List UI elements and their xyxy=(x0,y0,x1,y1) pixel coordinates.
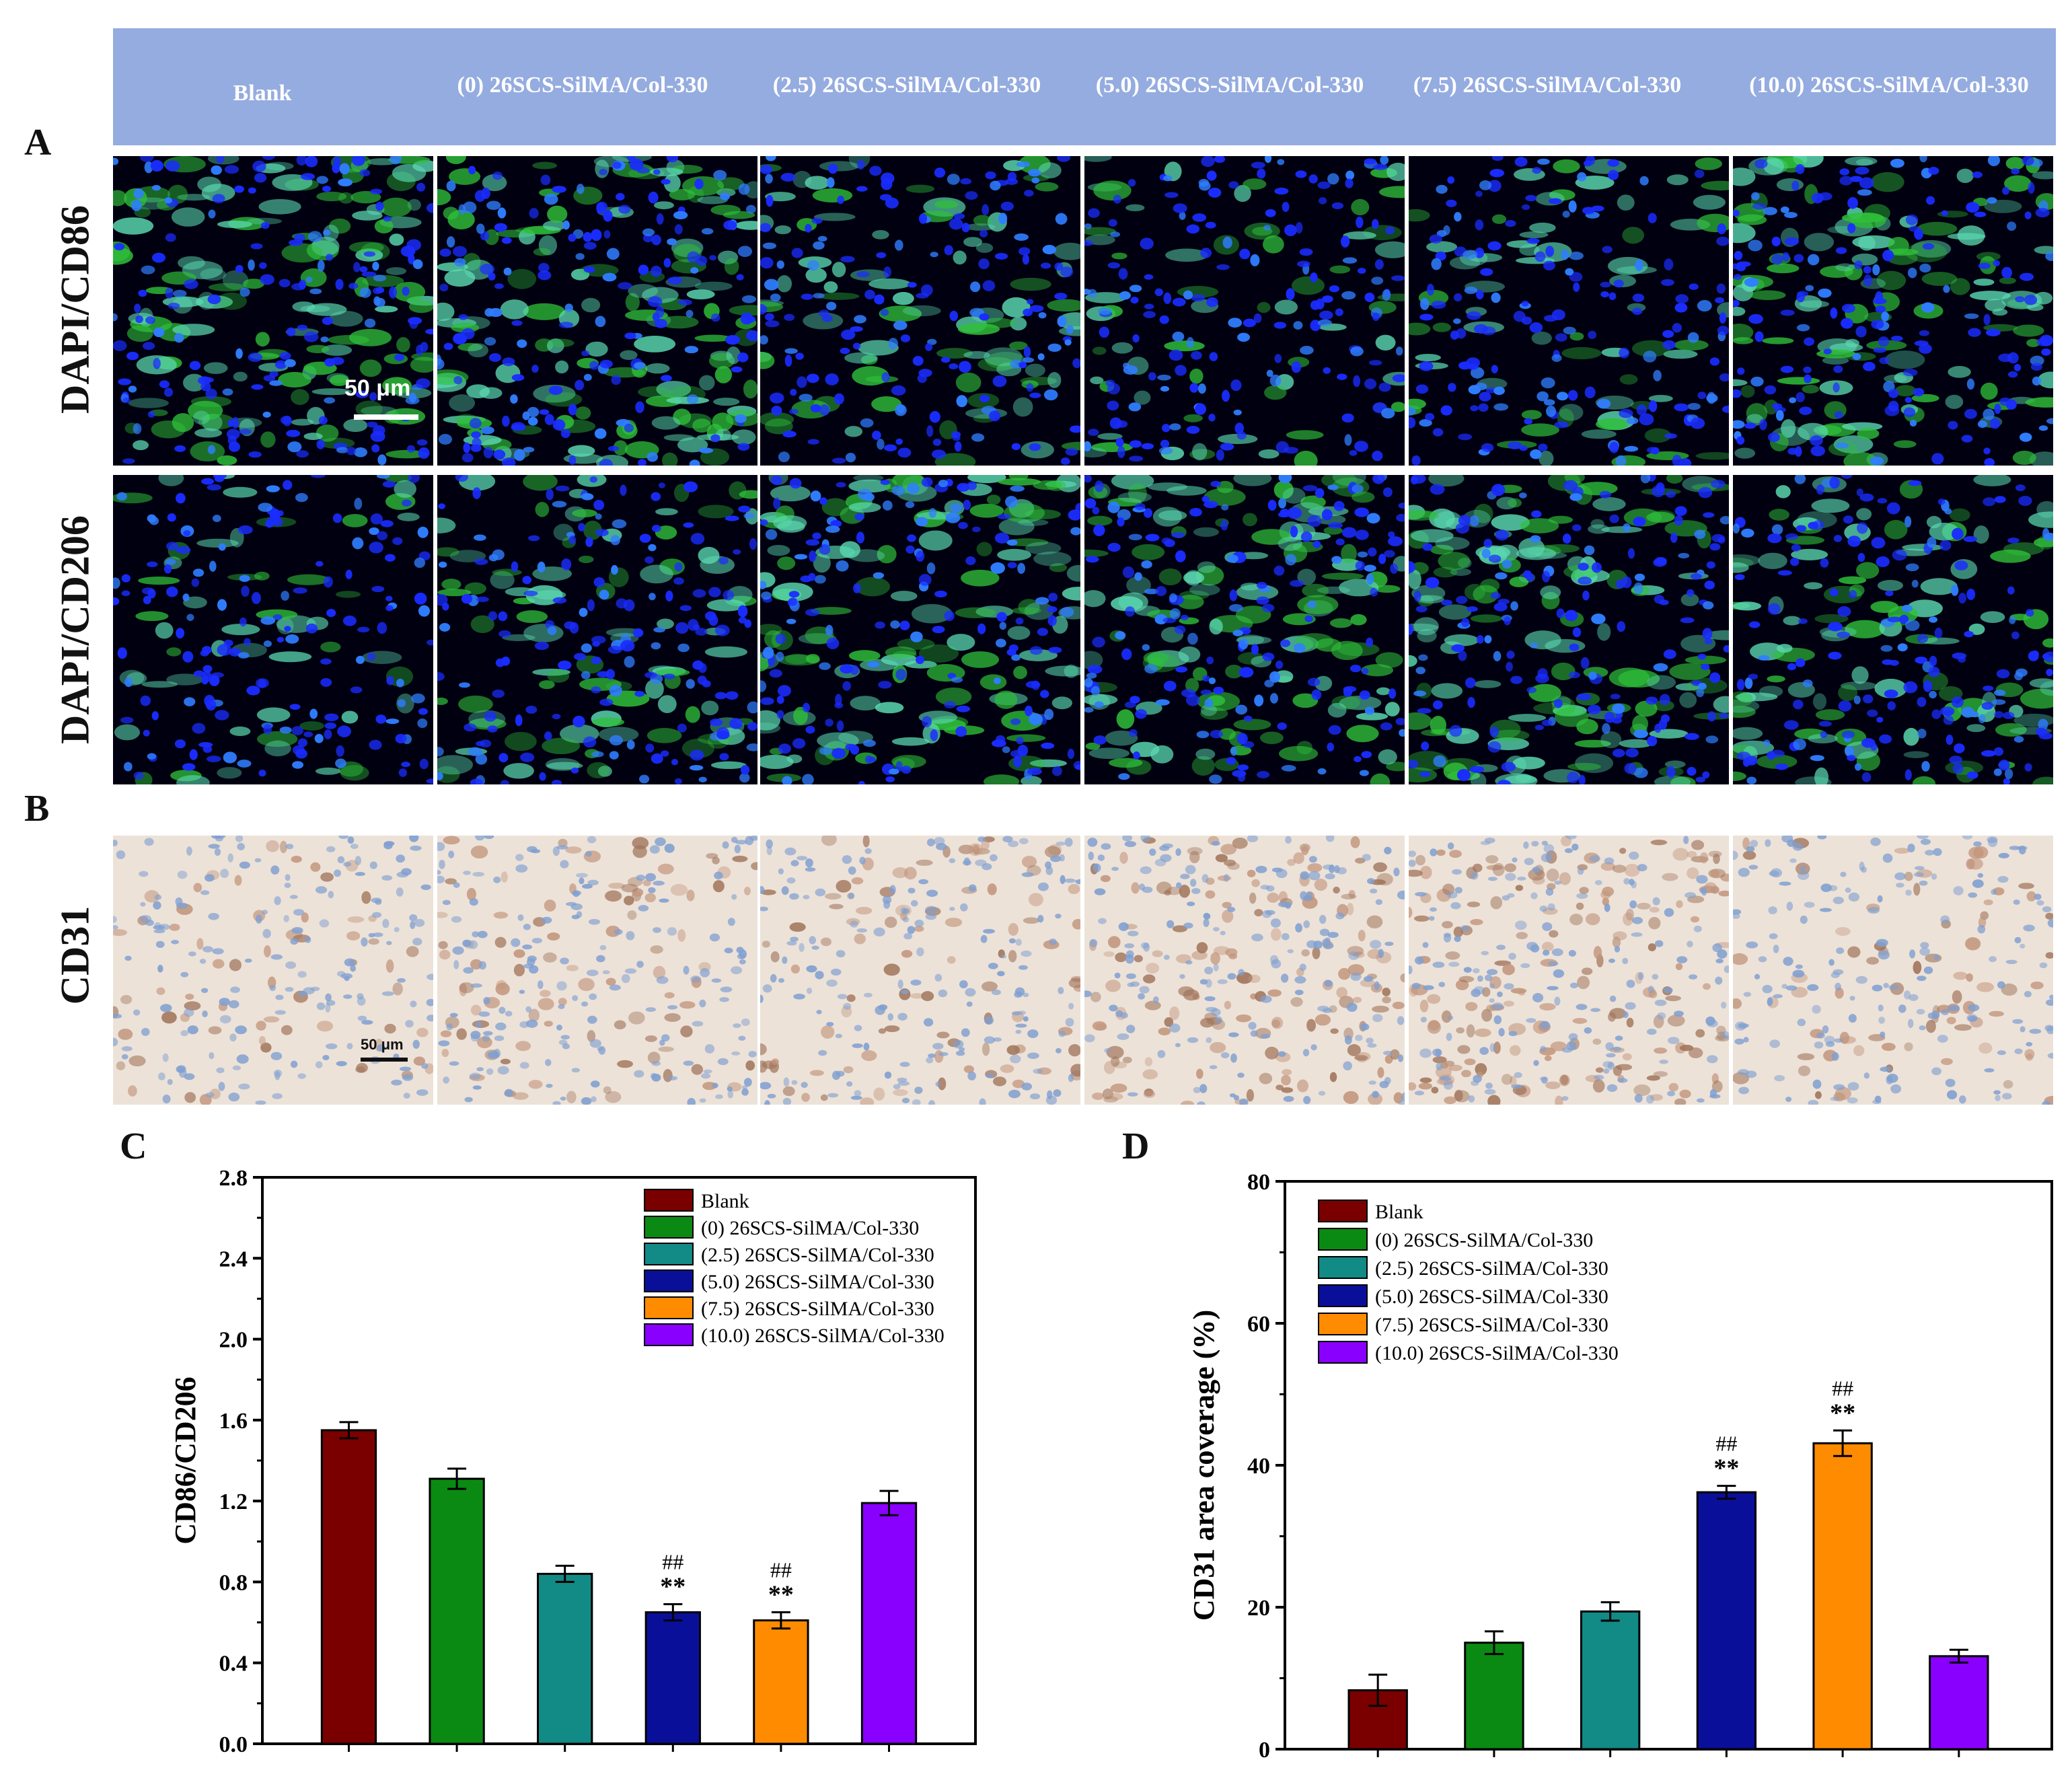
panel-label-d: D xyxy=(1122,1126,1150,1167)
column-header-1: (0) 26SCS-SilMA/Col-330 xyxy=(457,73,708,98)
fluorescence-micrograph-r0-c4 xyxy=(1409,156,1729,466)
legend-swatch xyxy=(1318,1313,1368,1335)
column-header-3: (5.0) 26SCS-SilMA/Col-330 xyxy=(1095,73,1364,98)
legend-entry: (10.0) 26SCS-SilMA/Col-330 xyxy=(1375,1342,1619,1364)
fluorescence-micrograph-r1-c5 xyxy=(1733,475,2053,784)
significance-label: ** xyxy=(1830,1399,1855,1427)
legend-entry: (0) 26SCS-SilMA/Col-330 xyxy=(701,1217,919,1239)
bar xyxy=(429,1477,485,1745)
y-tick-label: 2.8 xyxy=(219,1166,248,1191)
row-label-cd31: CD31 xyxy=(52,906,98,1005)
legend-swatch xyxy=(644,1216,694,1239)
legend-entry: (7.5) 26SCS-SilMA/Col-330 xyxy=(701,1298,934,1320)
legend-swatch xyxy=(1318,1228,1368,1251)
legend-entry: Blank xyxy=(701,1190,749,1212)
ihc-micrograph-r2-c0 xyxy=(113,836,433,1105)
fluorescence-micrograph-r1-c4 xyxy=(1409,475,1729,784)
y-tick-label: 0.4 xyxy=(219,1652,248,1677)
y-tick-label: 20 xyxy=(1247,1596,1270,1621)
legend-swatch xyxy=(644,1243,694,1265)
y-tick-label: 80 xyxy=(1247,1170,1270,1195)
column-header-5: (10.0) 26SCS-SilMA/Col-330 xyxy=(1749,73,2029,98)
legend-swatch xyxy=(1318,1256,1368,1279)
y-tick-label: 2.0 xyxy=(219,1328,248,1353)
legend-entry: (2.5) 26SCS-SilMA/Col-330 xyxy=(1375,1257,1608,1280)
scale-bar-label-ihc: 50 μm xyxy=(361,1036,404,1053)
bar xyxy=(320,1429,377,1745)
legend-entry: (2.5) 26SCS-SilMA/Col-330 xyxy=(701,1244,934,1266)
panel-label-a: A xyxy=(24,122,52,163)
row-label-dapi-cd86: DAPI/CD86 xyxy=(52,205,98,414)
bar xyxy=(1929,1655,1989,1751)
significance-label: ** xyxy=(660,1573,686,1601)
y-tick-label: 0.8 xyxy=(219,1570,248,1595)
fluorescence-micrograph-r0-c1 xyxy=(437,156,757,466)
legend-entry: (5.0) 26SCS-SilMA/Col-330 xyxy=(1375,1286,1608,1308)
fluorescence-micrograph-r0-c2 xyxy=(760,156,1080,466)
ihc-micrograph-r2-c2 xyxy=(760,836,1080,1105)
y-axis-label: CD86/CD206 xyxy=(169,1376,202,1544)
fluorescence-micrograph-r0-c5 xyxy=(1733,156,2053,466)
fluorescence-micrograph-r0-c3 xyxy=(1084,156,1405,466)
significance-label: ## xyxy=(770,1558,792,1582)
legend-swatch xyxy=(1318,1341,1368,1364)
legend-swatch xyxy=(644,1269,694,1292)
row-label-dapi-cd206: DAPI/CD206 xyxy=(52,515,98,744)
y-tick-label: 0.0 xyxy=(219,1732,248,1757)
legend-swatch xyxy=(644,1323,694,1346)
significance-label: ## xyxy=(662,1550,683,1574)
bar xyxy=(753,1619,809,1745)
panel-label-c: C xyxy=(120,1126,147,1167)
ihc-micrograph-r2-c3 xyxy=(1084,836,1405,1105)
scale-bar-ihc xyxy=(361,1058,408,1062)
column-header-0: Blank xyxy=(233,81,292,106)
legend-entry: (10.0) 26SCS-SilMA/Col-330 xyxy=(701,1325,945,1347)
bar xyxy=(537,1572,593,1745)
fluorescence-micrograph-r1-c2 xyxy=(760,475,1080,784)
y-tick-label: 0 xyxy=(1259,1738,1270,1763)
ihc-micrograph-r2-c4 xyxy=(1409,836,1729,1105)
bar xyxy=(1696,1491,1757,1751)
chart-c-cd86-cd206: 0.00.40.81.21.62.02.42.8CD86/CD206##**##… xyxy=(169,1166,977,1757)
scale-bar-fluorescence xyxy=(354,414,418,420)
legend-entry: (7.5) 26SCS-SilMA/Col-330 xyxy=(1375,1314,1608,1336)
y-tick-label: 60 xyxy=(1247,1312,1270,1337)
y-tick-label: 40 xyxy=(1247,1454,1270,1479)
column-header-2: (2.5) 26SCS-SilMA/Col-330 xyxy=(772,73,1041,98)
legend-entry: (0) 26SCS-SilMA/Col-330 xyxy=(1375,1229,1593,1251)
legend-swatch xyxy=(1318,1200,1368,1222)
legend-entry: Blank xyxy=(1375,1201,1423,1223)
legend-swatch xyxy=(1318,1284,1368,1307)
panel-label-b: B xyxy=(24,788,50,830)
scale-bar-label-fluorescence: 50 μm xyxy=(344,375,411,401)
bar xyxy=(860,1502,918,1745)
bar xyxy=(1812,1442,1873,1751)
ihc-micrograph-r2-c1 xyxy=(437,836,757,1105)
column-header-4: (7.5) 26SCS-SilMA/Col-330 xyxy=(1413,73,1682,98)
y-axis-label: CD31 area coverage (%) xyxy=(1187,1310,1220,1621)
bar xyxy=(1464,1642,1524,1751)
y-tick-label: 2.4 xyxy=(219,1247,248,1272)
bar xyxy=(1580,1610,1641,1751)
legend-swatch xyxy=(644,1296,694,1319)
fluorescence-micrograph-r0-c0 xyxy=(113,156,433,466)
significance-label: ## xyxy=(1715,1432,1737,1456)
fluorescence-micrograph-r1-c1 xyxy=(437,475,757,784)
fluorescence-micrograph-r1-c3 xyxy=(1084,475,1405,784)
significance-label: ** xyxy=(1713,1454,1739,1483)
y-tick-label: 1.6 xyxy=(219,1409,248,1434)
legend-entry: (5.0) 26SCS-SilMA/Col-330 xyxy=(701,1271,934,1293)
bar xyxy=(644,1611,701,1745)
significance-label: ** xyxy=(768,1581,794,1609)
y-tick-label: 1.2 xyxy=(219,1489,248,1514)
significance-label: ## xyxy=(1832,1376,1853,1400)
ihc-micrograph-r2-c5 xyxy=(1733,836,2053,1105)
legend-swatch xyxy=(644,1189,694,1212)
fluorescence-micrograph-r1-c0 xyxy=(113,475,433,784)
column-header-band xyxy=(113,28,2056,145)
